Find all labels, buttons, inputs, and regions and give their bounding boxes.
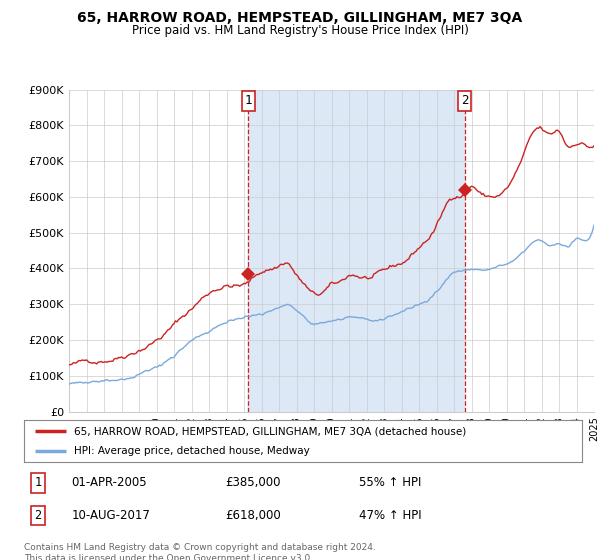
- Text: 1: 1: [245, 95, 252, 108]
- Text: Price paid vs. HM Land Registry's House Price Index (HPI): Price paid vs. HM Land Registry's House …: [131, 24, 469, 36]
- Text: HPI: Average price, detached house, Medway: HPI: Average price, detached house, Medw…: [74, 446, 310, 456]
- Text: 47% ↑ HPI: 47% ↑ HPI: [359, 509, 421, 522]
- Text: £385,000: £385,000: [225, 477, 280, 489]
- Text: 01-APR-2005: 01-APR-2005: [71, 477, 147, 489]
- Text: 10-AUG-2017: 10-AUG-2017: [71, 509, 151, 522]
- Text: Contains HM Land Registry data © Crown copyright and database right 2024.
This d: Contains HM Land Registry data © Crown c…: [24, 543, 376, 560]
- Text: 65, HARROW ROAD, HEMPSTEAD, GILLINGHAM, ME7 3QA: 65, HARROW ROAD, HEMPSTEAD, GILLINGHAM, …: [77, 11, 523, 25]
- Bar: [248, 90, 464, 412]
- Text: 2: 2: [34, 509, 41, 522]
- Text: 55% ↑ HPI: 55% ↑ HPI: [359, 477, 421, 489]
- Text: 1: 1: [34, 477, 41, 489]
- Text: 65, HARROW ROAD, HEMPSTEAD, GILLINGHAM, ME7 3QA (detached house): 65, HARROW ROAD, HEMPSTEAD, GILLINGHAM, …: [74, 426, 466, 436]
- Text: 2: 2: [461, 95, 468, 108]
- Text: £618,000: £618,000: [225, 509, 281, 522]
